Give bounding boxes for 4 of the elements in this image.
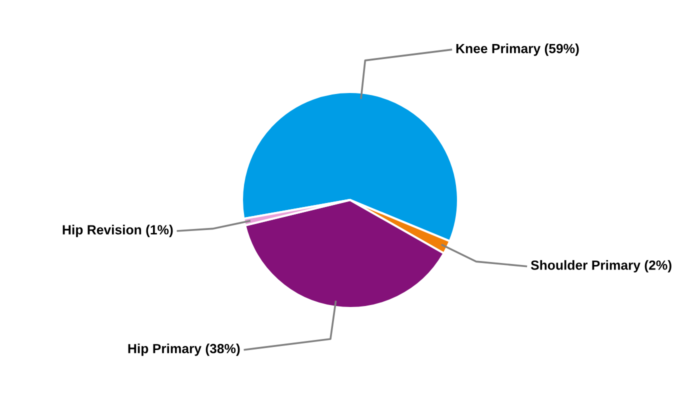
slice-label: Knee Primary (59%) <box>456 44 579 56</box>
slice-label: Shoulder Primary (2%) <box>530 260 672 272</box>
slice-label: Hip Primary (38%) <box>128 344 240 356</box>
slice-label: Hip Revision (1%) <box>62 224 173 238</box>
